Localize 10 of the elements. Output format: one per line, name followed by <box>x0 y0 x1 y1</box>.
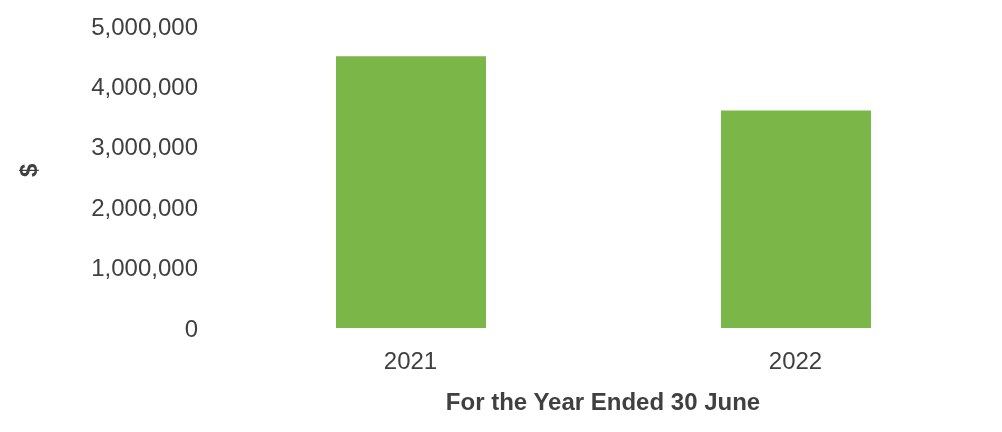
x-tick-label: 2021 <box>383 347 438 375</box>
y-tick-label: 0 <box>184 314 198 342</box>
y-tick-label: 3,000,000 <box>91 133 198 161</box>
x-tick-label: 2022 <box>768 347 823 375</box>
y-tick-label: 2,000,000 <box>91 193 198 221</box>
y-tick-label: 5,000,000 <box>91 12 198 40</box>
y-tick-label: 1,000,000 <box>91 254 198 282</box>
x-axis-title: For the Year Ended 30 June <box>445 388 761 415</box>
y-axis-title: $ <box>14 163 42 177</box>
y-tick-label: 4,000,000 <box>91 72 198 100</box>
